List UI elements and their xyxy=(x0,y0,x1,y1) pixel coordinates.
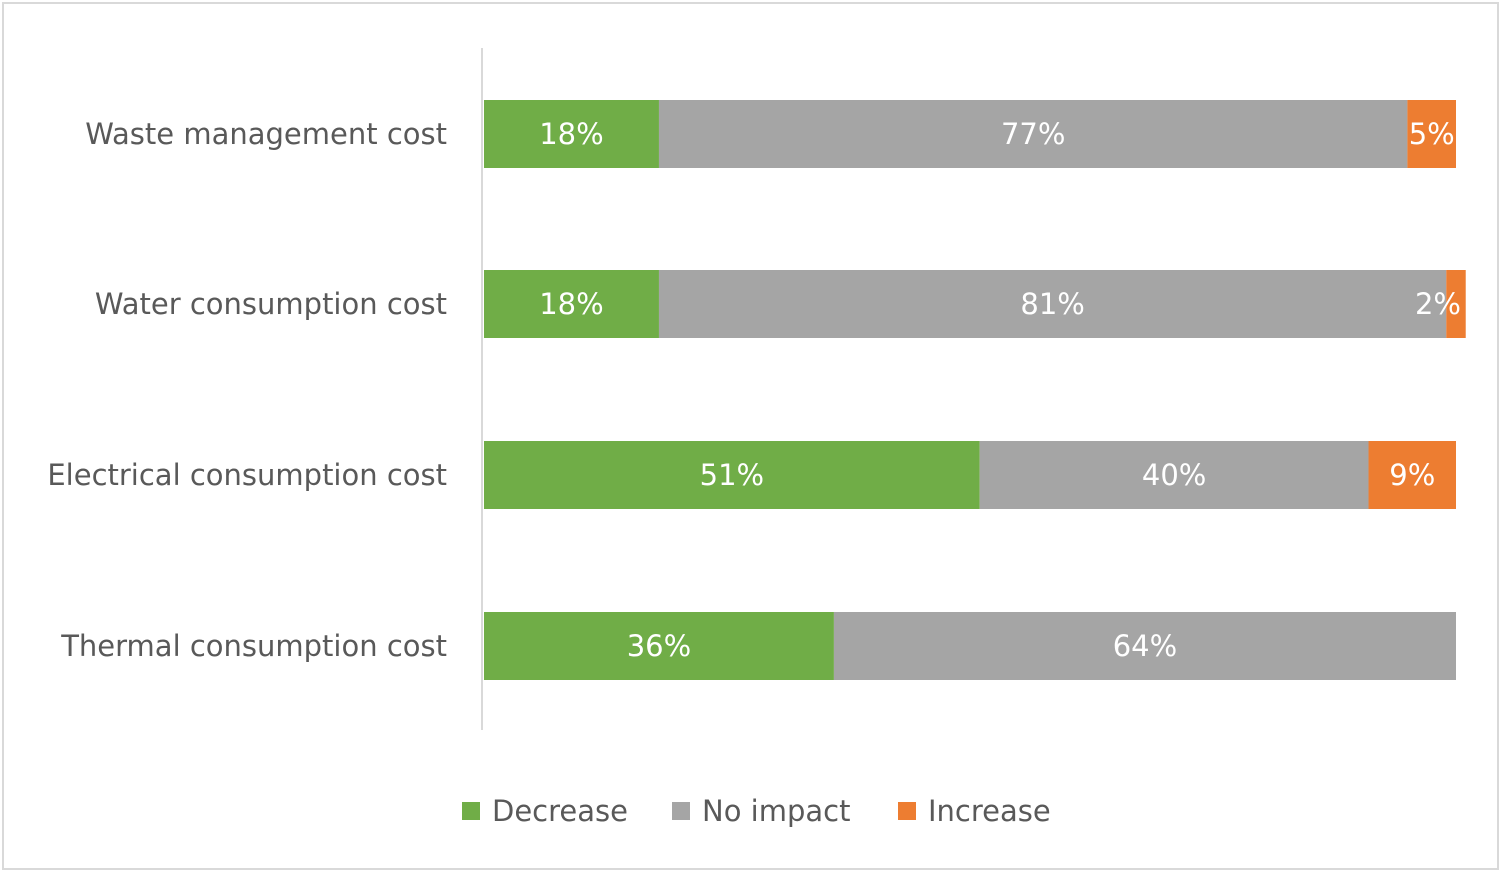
legend-label-no-impact: No impact xyxy=(702,794,850,828)
data-label-decrease-thermal-consumption-cost: 36% xyxy=(627,629,691,663)
category-label-electrical-consumption-cost: Electrical consumption cost xyxy=(47,458,447,492)
bar-decrease-waste-management-cost xyxy=(484,100,659,168)
legend-label-increase: Increase xyxy=(928,794,1051,828)
bar-decrease-water-consumption-cost xyxy=(484,270,659,338)
legend: Decrease No impact Increase xyxy=(462,794,1051,828)
category-labels: Waste management cost Water consumption c… xyxy=(47,117,447,663)
data-label-decrease-waste-management-cost: 18% xyxy=(539,117,603,151)
category-label-water-consumption-cost: Water consumption cost xyxy=(95,287,447,321)
data-label-decrease-water-consumption-cost: 18% xyxy=(539,287,603,321)
bar-decrease-electrical-consumption-cost xyxy=(484,441,980,509)
bar-no-impact-water-consumption-cost xyxy=(658,270,1447,338)
bar-no-impact-waste-management-cost xyxy=(658,100,1408,168)
bar-increase-water-consumption-cost xyxy=(1446,270,1466,338)
legend-swatch-increase xyxy=(898,802,916,820)
bar-increase-waste-management-cost xyxy=(1407,100,1456,168)
data-label-increase-waste-management-cost: 5% xyxy=(1409,117,1455,151)
bar-decrease-thermal-consumption-cost xyxy=(484,612,834,680)
bar-no-impact-electrical-consumption-cost xyxy=(979,441,1369,509)
data-label-no-impact-electrical-consumption-cost: 40% xyxy=(1142,458,1206,492)
category-label-thermal-consumption-cost: Thermal consumption cost xyxy=(60,629,447,663)
data-label-decrease-electrical-consumption-cost: 51% xyxy=(700,458,764,492)
category-label-waste-management-cost: Waste management cost xyxy=(85,117,447,151)
data-label-increase-water-consumption-cost: 2% xyxy=(1415,287,1461,321)
legend-swatch-no-impact xyxy=(672,802,690,820)
bar-increase-electrical-consumption-cost xyxy=(1368,441,1456,509)
data-label-no-impact-water-consumption-cost: 81% xyxy=(1020,287,1084,321)
data-label-no-impact-waste-management-cost: 77% xyxy=(1001,117,1065,151)
data-label-no-impact-thermal-consumption-cost: 64% xyxy=(1113,629,1177,663)
legend-swatch-decrease xyxy=(462,802,480,820)
legend-label-decrease: Decrease xyxy=(492,794,628,828)
bars-layer: 18% 77% 5% 18% 81% 2% 51% 40% 9% 36% 64% xyxy=(484,100,1466,680)
data-label-increase-electrical-consumption-cost: 9% xyxy=(1389,458,1435,492)
bar-no-impact-thermal-consumption-cost xyxy=(833,612,1456,680)
